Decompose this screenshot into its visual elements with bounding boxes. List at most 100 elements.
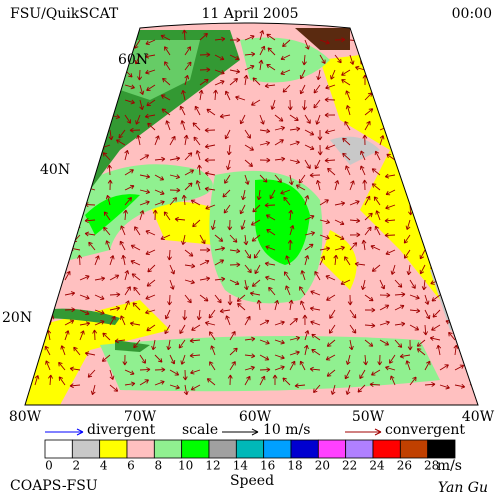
wind-arrow xyxy=(204,157,216,163)
wind-arrow xyxy=(184,61,192,71)
wind-arrow xyxy=(25,97,36,102)
wind-arrow xyxy=(467,144,472,156)
wind-arrow xyxy=(334,234,345,241)
wind-arrow xyxy=(310,290,321,296)
wind-arrow xyxy=(424,219,431,229)
wind-arrow xyxy=(407,339,413,351)
wind-arrow xyxy=(229,54,240,61)
wind-arrow xyxy=(116,139,126,146)
wind-arrow xyxy=(386,153,396,161)
wind-arrow xyxy=(259,140,271,146)
wind-arrow xyxy=(359,165,366,176)
land xyxy=(115,340,150,352)
wind-arrow xyxy=(431,324,441,331)
wind-arrow xyxy=(259,128,271,134)
wind-arrow xyxy=(432,249,441,258)
wind-arrow xyxy=(385,249,396,256)
wind-arrow xyxy=(409,123,419,131)
wind-arrow xyxy=(34,375,40,386)
wind-arrow xyxy=(469,204,478,210)
wind-arrow xyxy=(394,304,405,311)
wind-arrow xyxy=(282,39,291,48)
wind-arrow xyxy=(109,80,120,86)
wind-arrow xyxy=(364,323,376,329)
wind-arrow xyxy=(124,114,132,124)
wind-arrow xyxy=(364,339,374,347)
wind-arrow xyxy=(64,189,70,200)
wind-arrow xyxy=(400,34,411,41)
wind-arrow xyxy=(229,78,239,86)
wind-arrow xyxy=(124,184,135,191)
wind-arrow xyxy=(25,140,36,146)
wind-arrow xyxy=(267,47,276,56)
wind-arrow xyxy=(469,285,475,296)
wind-arrow xyxy=(445,80,456,86)
wind-arrow xyxy=(469,219,474,231)
wind-arrow xyxy=(154,354,163,363)
colorbar-swatch xyxy=(208,439,237,459)
wind-arrow xyxy=(94,255,100,266)
wind-arrow xyxy=(315,179,321,191)
wind-arrow xyxy=(280,189,291,195)
wind-arrow xyxy=(379,279,386,290)
wind-arrow xyxy=(190,384,201,391)
wind-arrow xyxy=(79,275,90,281)
wind-arrow xyxy=(192,219,201,228)
wind-arrow xyxy=(199,276,211,282)
scale-arrowhead xyxy=(251,428,259,436)
wind-arrow xyxy=(370,54,381,60)
wind-arrow xyxy=(274,365,285,371)
header-title: FSU/QuikSCAT xyxy=(10,6,119,22)
wind-arrow xyxy=(214,234,224,242)
wind-arrow xyxy=(105,194,111,206)
wind-arrow xyxy=(162,77,171,86)
wind-arrow xyxy=(454,201,466,207)
colorbar-label: 14 xyxy=(233,459,249,473)
wind-arrow xyxy=(364,212,373,221)
wind-arrow xyxy=(101,354,111,362)
wind-arrow xyxy=(294,383,306,389)
wind-arrow xyxy=(463,241,471,251)
wind-arrow xyxy=(76,144,81,156)
wind-arrow xyxy=(325,144,336,150)
wind-arrow xyxy=(107,164,112,176)
wind-arrow xyxy=(333,254,339,266)
lat-label: 20N xyxy=(2,310,32,326)
wind-arrow xyxy=(160,34,171,41)
colorbar-label: 10 xyxy=(178,459,193,473)
wind-arrow xyxy=(313,384,321,394)
wind-arrow xyxy=(274,320,285,326)
wind-arrow xyxy=(274,139,284,146)
wind-arrow xyxy=(334,201,346,206)
wind-arrow xyxy=(196,309,202,321)
wind-arrow xyxy=(94,69,104,76)
wind-arrow xyxy=(424,174,432,184)
wind-arrow xyxy=(49,189,59,197)
wind-arrow xyxy=(184,294,192,304)
wind-arrow xyxy=(244,365,255,371)
wind-arrow xyxy=(469,186,478,192)
wind-arrow xyxy=(360,150,366,161)
wind-arrow xyxy=(195,150,201,161)
wind-arrow xyxy=(259,319,270,326)
wind-arrow xyxy=(84,231,96,237)
wind-arrow xyxy=(424,78,434,86)
wind-arrow xyxy=(183,384,189,396)
wind-arrow xyxy=(424,294,430,305)
lon-label: 60W xyxy=(239,409,272,425)
colorbar-swatch xyxy=(181,439,210,459)
wind-arrow xyxy=(303,344,309,356)
wind-arrow xyxy=(72,32,81,41)
wind-arrow xyxy=(319,255,326,266)
wind-arrow xyxy=(424,95,435,101)
wind-arrow xyxy=(139,174,151,179)
wind-arrow xyxy=(105,240,111,251)
wind-arrow xyxy=(219,308,231,314)
wind-arrow xyxy=(124,149,130,161)
wind-arrow xyxy=(109,292,121,298)
wind-arrow xyxy=(56,249,66,257)
wind-arrow xyxy=(390,264,396,275)
wind-arrow xyxy=(39,68,51,74)
wind-arrow xyxy=(190,369,201,375)
scale-value: 10 m/s xyxy=(263,422,310,438)
